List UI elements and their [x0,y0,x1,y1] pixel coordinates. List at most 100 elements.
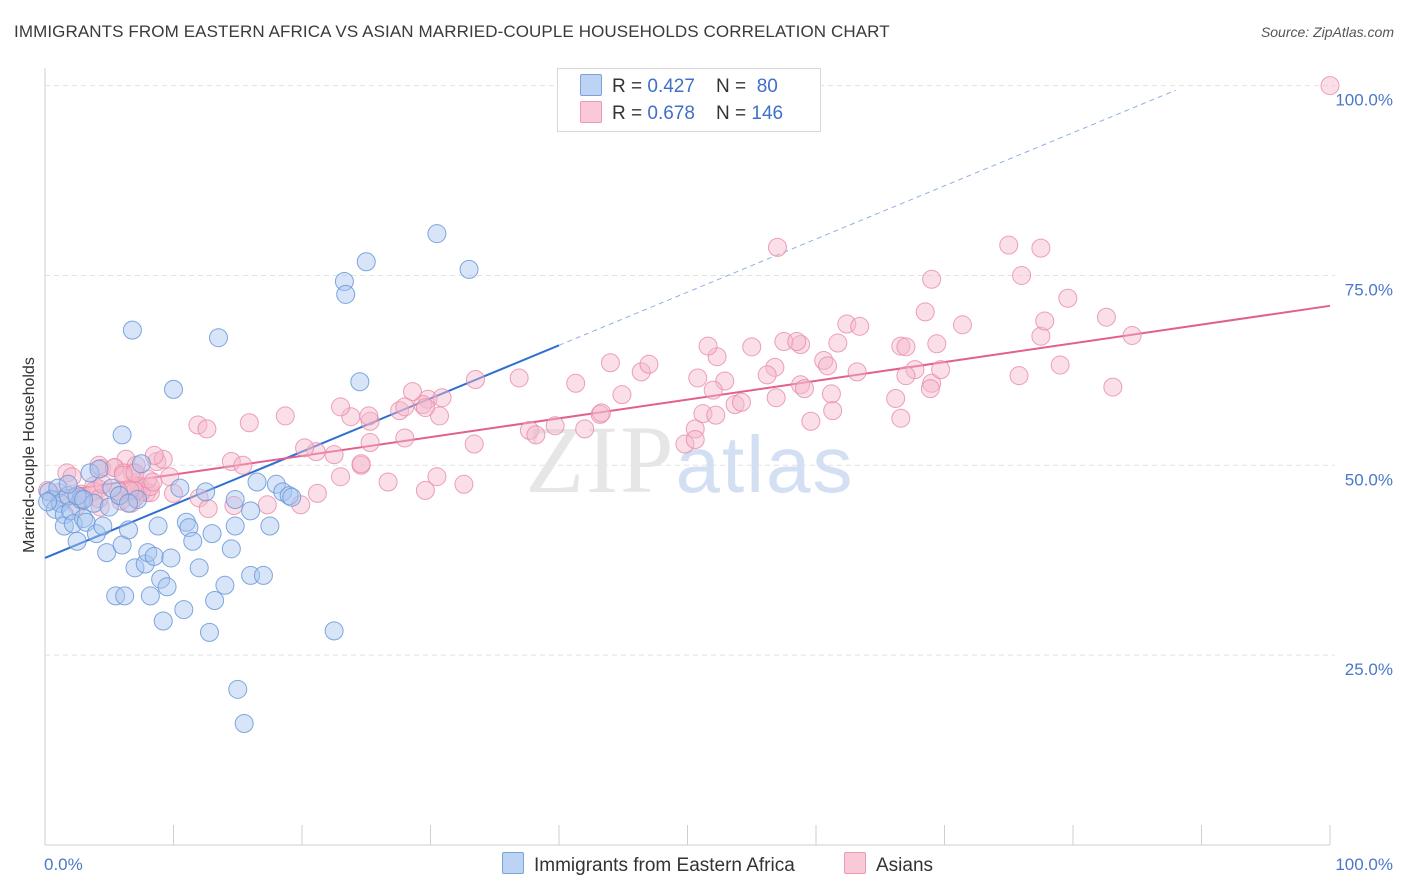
eastern-africa-point [427,224,447,244]
asians-point [257,495,277,515]
asians-point [886,388,906,408]
asians-point [794,379,814,399]
asians-point [590,404,610,424]
eastern-africa-point [125,558,145,578]
asians-point [415,398,435,418]
legend-swatch-blue [580,74,602,96]
eastern-africa-point [174,600,194,620]
asians-point [915,302,935,322]
asians-point [823,401,843,421]
asians-point [575,419,595,439]
asians-point [509,368,529,388]
legend-r-value: 0.427 [647,76,695,97]
y-tick-label: 100.0% [1335,91,1393,110]
legend-n-value: 80 [756,76,778,97]
eastern-africa-point [228,679,248,699]
asians-point [324,445,344,465]
eastern-africa-point [208,328,228,348]
eastern-africa-point [196,482,216,502]
bottom-legend-label: Asians [876,855,934,876]
eastern-africa-point [273,482,293,502]
legend-n-label: N = [716,76,752,97]
asians-point [1096,307,1116,327]
asians-point [767,237,787,257]
asians-point [331,397,351,417]
asians-point [429,406,449,426]
eastern-africa-point [253,565,273,585]
eastern-africa-point [84,493,104,513]
asians-point [821,384,841,404]
asians-point [1122,325,1142,345]
asians-point [922,269,942,289]
legend-row-asians: R = 0.678 N = 146 [580,101,783,125]
asians-point [920,379,940,399]
eastern-africa-point [148,516,168,536]
eastern-africa-point [266,474,286,494]
eastern-africa-point [153,611,173,631]
legend-n-value: 146 [751,103,784,124]
eastern-africa-point [102,478,122,498]
eastern-africa-point [112,425,132,445]
asians-point [545,416,565,436]
asians-point [999,235,1019,255]
eastern-africa-point [183,531,203,551]
source-label: Source: ZipAtlas.com [1260,24,1394,40]
asians-point [1320,76,1340,96]
eastern-africa-trend-extension [558,89,1176,346]
eastern-africa-point [45,499,65,519]
asians-point [295,438,315,458]
asians-point [801,411,821,431]
legend-r-label: R = [612,103,648,124]
watermark: ZIPatlas [526,406,855,513]
asians-point [828,333,848,353]
asians-point [233,455,253,475]
y-tick-label: 50.0% [1345,470,1393,489]
eastern-africa-point [74,489,94,509]
asians-point [931,360,951,380]
asians-point [395,428,415,448]
asians-point [1058,288,1078,308]
asians-point [359,406,379,426]
eastern-africa-points [38,224,479,733]
asians-point [685,419,705,439]
eastern-africa-point [38,492,58,512]
asians-point [685,429,705,449]
asians-point [198,499,218,519]
legend-swatch-pink [580,101,602,123]
asians-point [814,350,834,370]
eastern-africa-point [170,478,190,498]
asians-point [703,380,723,400]
bottom-swatch-pink [844,852,866,874]
x-tick-label: 0.0% [44,855,83,874]
eastern-africa-point [247,472,267,492]
asians-point [1035,311,1055,331]
asians-point [1031,326,1051,346]
legend-n-label: N = [716,103,752,124]
eastern-africa-point [199,622,219,642]
asians-point [378,472,398,492]
asians-point [72,488,92,508]
asians-point [600,353,620,373]
asians-point [403,382,423,402]
eastern-africa-point [260,516,280,536]
legend-r-label: R = [612,76,648,97]
eastern-africa-point [138,543,158,563]
eastern-africa-point [202,524,222,544]
eastern-africa-point [241,501,261,521]
eastern-africa-point [97,543,117,563]
eastern-africa-point [115,586,135,606]
axes [44,68,1331,846]
asians-point [639,354,659,374]
asians-point [1031,238,1051,258]
eastern-africa-point [205,590,225,610]
eastern-africa-point [356,252,376,272]
y-tick-label: 25.0% [1345,660,1393,679]
eastern-africa-point [119,493,139,513]
asians-point [791,335,811,355]
asians-point [395,397,415,417]
asians-point [239,413,259,433]
asians-point [675,434,695,454]
grid-lines [45,85,1335,656]
eastern-africa-point [336,284,356,304]
asians-point [791,375,811,395]
